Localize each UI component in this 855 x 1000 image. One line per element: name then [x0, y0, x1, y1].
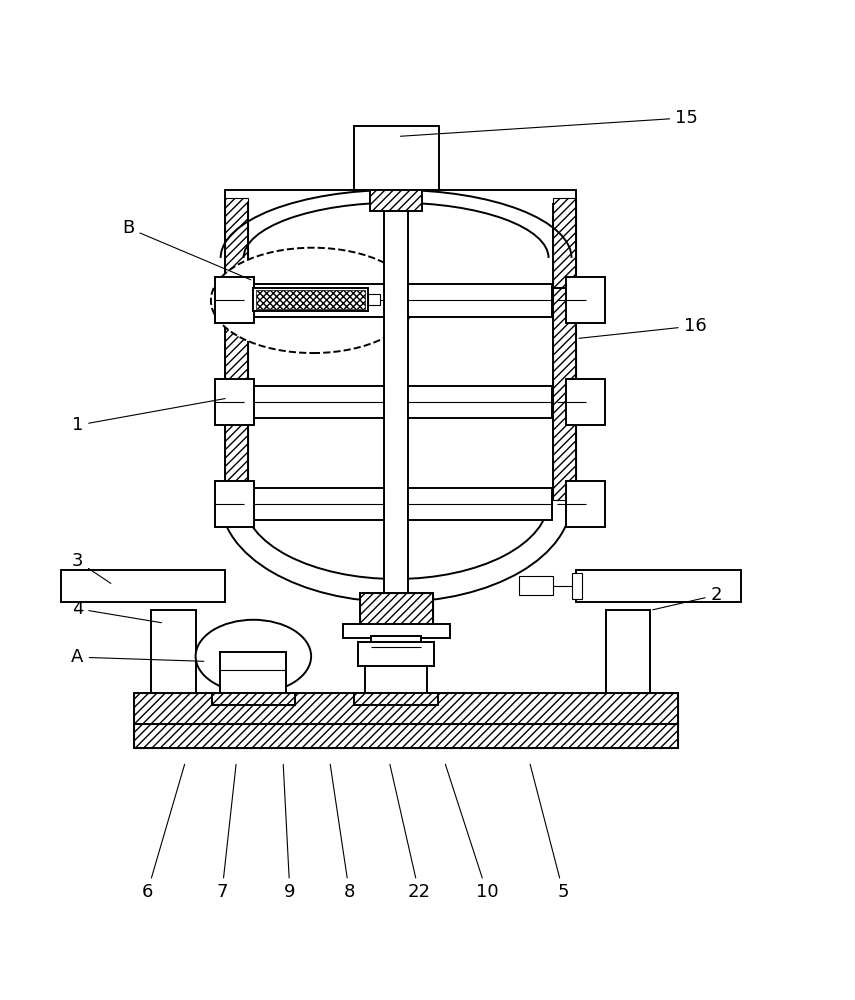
Bar — [226, 190, 576, 288]
Text: 8: 8 — [330, 764, 355, 901]
Ellipse shape — [196, 620, 311, 693]
Text: 6: 6 — [141, 764, 185, 901]
Text: B: B — [122, 219, 251, 280]
Bar — [355, 693, 438, 705]
Bar — [572, 573, 582, 599]
Bar — [384, 190, 408, 640]
Text: 1: 1 — [72, 399, 225, 434]
Bar — [553, 198, 576, 500]
Bar — [566, 481, 605, 527]
Bar — [226, 198, 248, 500]
Bar — [354, 126, 439, 190]
Text: 5: 5 — [530, 764, 569, 901]
Text: 16: 16 — [579, 317, 706, 338]
Text: 22: 22 — [390, 764, 431, 901]
Bar — [134, 693, 678, 725]
Text: 2: 2 — [652, 586, 722, 610]
Bar — [134, 724, 678, 748]
Text: A: A — [71, 648, 203, 666]
Bar — [368, 294, 380, 305]
Bar — [212, 693, 295, 705]
Bar — [134, 724, 678, 748]
Bar — [408, 488, 551, 520]
Bar — [226, 510, 576, 602]
Bar — [343, 624, 450, 638]
Bar — [576, 570, 741, 602]
Bar — [360, 593, 433, 627]
Bar — [151, 610, 196, 734]
Bar — [250, 386, 384, 418]
Bar — [250, 284, 384, 317]
Bar — [566, 277, 605, 323]
Bar — [250, 488, 384, 520]
Bar — [248, 198, 553, 510]
Bar — [61, 570, 226, 602]
Ellipse shape — [211, 248, 415, 353]
Bar — [360, 593, 433, 627]
Bar — [519, 576, 553, 595]
Text: 3: 3 — [72, 552, 111, 583]
Bar — [256, 290, 365, 309]
Bar — [369, 187, 422, 211]
Text: 4: 4 — [72, 600, 162, 623]
Text: 7: 7 — [216, 764, 236, 901]
Text: 15: 15 — [400, 109, 698, 136]
Bar — [371, 636, 421, 663]
Bar — [365, 642, 427, 693]
Text: 9: 9 — [283, 764, 296, 901]
Bar — [606, 610, 650, 734]
Bar — [566, 379, 605, 425]
Bar — [215, 481, 254, 527]
Bar — [215, 277, 254, 323]
FancyBboxPatch shape — [250, 198, 551, 593]
Text: 10: 10 — [445, 764, 498, 901]
Bar — [134, 693, 678, 725]
Bar — [221, 652, 286, 693]
Bar — [253, 288, 368, 311]
Bar — [358, 642, 434, 666]
Bar — [408, 284, 551, 317]
Bar — [408, 386, 551, 418]
Bar — [215, 379, 254, 425]
Bar — [226, 190, 576, 288]
